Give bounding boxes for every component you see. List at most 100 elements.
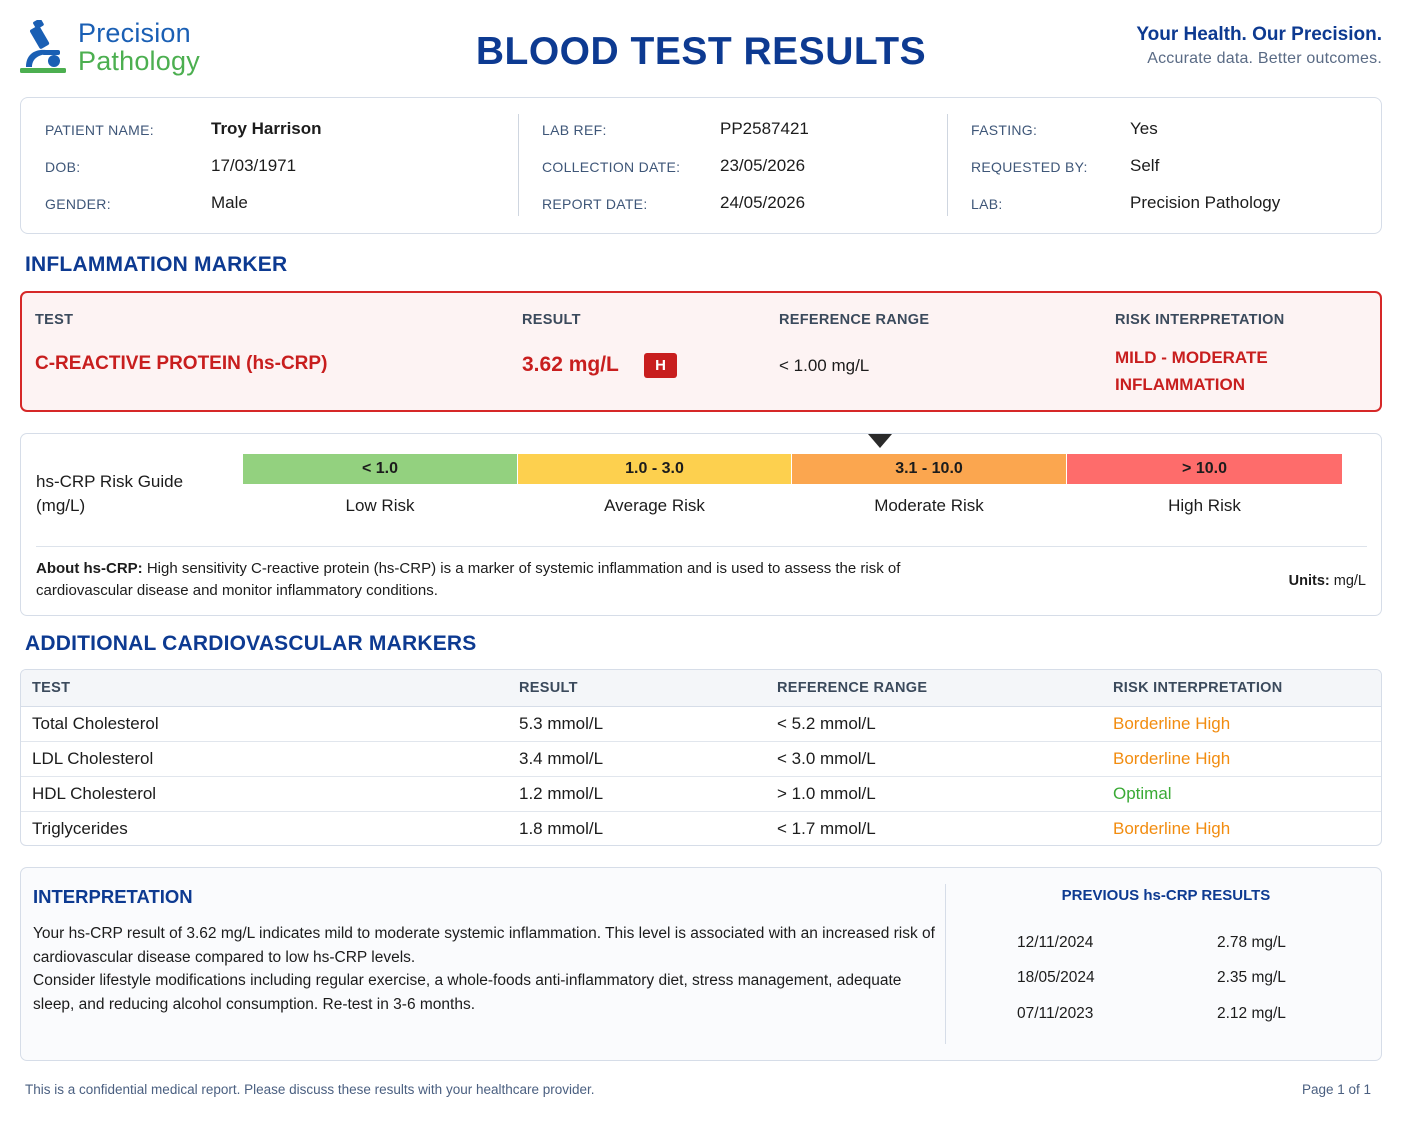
col-header-reference: REFERENCE RANGE [779,312,930,328]
risk-segment-high: > 10.0 [1067,454,1342,484]
col-header-reference: REFERENCE RANGE [777,680,928,696]
requested-by-label: REQUESTED BY: [971,159,1088,175]
risk-segment-label-average: Average Risk [604,496,705,515]
cell-reference: < 3.0 mmol/L [777,749,876,768]
crp-result-value: 3.62 mg/L [522,353,619,376]
previous-result-date: 12/11/2024 [1017,934,1094,951]
col-header-test: TEST [32,680,71,696]
crp-reference-range: < 1.00 mg/L [779,356,870,375]
inflammation-section-title: INFLAMMATION MARKER [25,253,288,276]
brand-name-line1: Precision [78,18,191,48]
cell-result: 1.2 mmol/L [519,784,604,803]
tagline-main: Your Health. Our Precision. [1136,24,1382,45]
risk-segment-average: 1.0 - 3.0 [518,454,791,484]
previous-result-value: 2.35 mg/L [1217,969,1286,986]
column-divider [945,884,946,1044]
collection-date-value: 23/05/2026 [720,156,806,175]
cell-risk: Optimal [1113,784,1172,803]
column-divider [518,114,519,216]
interpretation-paragraph: Your hs-CRP result of 3.62 mg/L indicate… [33,925,935,966]
fasting-label: FASTING: [971,122,1038,138]
cardio-section-title: ADDITIONAL CARDIOVASCULAR MARKERS [25,632,477,655]
high-flag-badge: H [644,353,677,378]
report-title: BLOOD TEST RESULTS [475,30,927,73]
col-header-risk: RISK INTERPRETATION [1115,312,1285,328]
col-header-result: RESULT [522,312,581,328]
about-hs-crp-heading: About hs-CRP: [36,560,143,577]
cell-risk: Borderline High [1113,749,1231,768]
cell-test: Triglycerides [32,819,128,838]
previous-result-value: 2.78 mg/L [1217,934,1286,951]
microscope-icon [20,20,66,73]
tagline-sub: Accurate data. Better outcomes. [1147,50,1382,67]
risk-segment-low: < 1.0 [243,454,517,484]
cell-risk: Borderline High [1113,819,1231,838]
col-header-risk: RISK INTERPRETATION [1113,680,1283,696]
crp-risk-interpretation: MILD - MODERATE INFLAMMATION [1115,344,1355,398]
risk-guide-label-line2: (mg/L) [36,496,86,515]
collection-date-label: COLLECTION DATE: [542,159,681,175]
crp-risk-guide-panel: hs-CRP Risk Guide (mg/L) < 1.0 1.0 - 3.0… [20,433,1382,616]
report-date-label: REPORT DATE: [542,196,648,212]
about-hs-crp-text: About hs-CRP: High sensitivity C-reactiv… [36,558,966,602]
lab-ref-value: PP2587421 [720,119,809,138]
cell-reference: < 5.2 mmol/L [777,714,876,733]
risk-segment-label-low: Low Risk [345,496,415,515]
units-label: Units: [1288,573,1330,589]
gender-label: GENDER: [45,196,111,212]
cell-test: LDL Cholesterol [32,749,154,768]
brand-logo: Precision Pathology [20,18,220,80]
patient-info-panel: PATIENT NAME: Troy Harrison DOB: 17/03/1… [20,97,1382,234]
patient-name-label: PATIENT NAME: [45,122,154,138]
interpretation-title: INTERPRETATION [33,886,193,907]
divider [36,546,1367,547]
table-row: Total Cholesterol 5.3 mmol/L < 5.2 mmol/… [21,707,1381,742]
risk-guide-label: hs-CRP Risk Guide (mg/L) [36,470,206,518]
risk-segment-moderate: 3.1 - 10.0 [792,454,1066,484]
dob-label: DOB: [45,159,81,175]
crp-result-panel: TEST RESULT REFERENCE RANGE RISK INTERPR… [20,291,1382,412]
cell-reference: < 1.7 mmol/L [777,819,876,838]
interpretation-panel: INTERPRETATION Your hs-CRP result of 3.6… [20,867,1382,1061]
risk-segment-label-high: High Risk [1168,496,1241,515]
cell-result: 3.4 mmol/L [519,749,604,768]
cell-reference: > 1.0 mmol/L [777,784,876,803]
previous-result-value: 2.12 mg/L [1217,1005,1286,1022]
previous-results-title: PREVIOUS hs-CRP RESULTS [1061,887,1271,904]
cell-result: 1.8 mmol/L [519,819,604,838]
interpretation-text: Your hs-CRP result of 3.62 mg/L indicate… [33,922,938,1016]
fasting-value: Yes [1130,119,1158,138]
table-header-row: TEST RESULT REFERENCE RANGE RISK INTERPR… [21,670,1381,707]
crp-test-name: C-REACTIVE PROTEIN (hs-CRP) [35,353,328,374]
brand-name-line2: Pathology [78,46,200,76]
table-row: HDL Cholesterol 1.2 mmol/L > 1.0 mmol/L … [21,777,1381,812]
interpretation-paragraph: Consider lifestyle modifications includi… [33,972,902,1013]
previous-result-date: 18/05/2024 [1017,969,1095,986]
units-value: mg/L [1329,573,1366,589]
cell-risk: Borderline High [1113,714,1231,733]
page-number: Page 1 of 1 [1301,1082,1371,1097]
brand-tagline: Your Health. Our Precision. Accurate dat… [1136,24,1382,68]
crp-risk-line2: INFLAMMATION [1115,375,1245,394]
cardio-markers-table: TEST RESULT REFERENCE RANGE RISK INTERPR… [20,669,1382,846]
about-hs-crp-body: High sensitivity C-reactive protein (hs-… [36,560,901,599]
report-date-value: 24/05/2026 [720,193,806,212]
report-header: Precision Pathology BLOOD TEST RESULTS Y… [0,0,1402,95]
dob-value: 17/03/1971 [211,156,297,175]
table-row: LDL Cholesterol 3.4 mmol/L < 3.0 mmol/L … [21,742,1381,777]
risk-guide-label-line1: hs-CRP Risk Guide [36,472,184,491]
lab-value: Precision Pathology [1130,193,1281,212]
patient-name-value: Troy Harrison [211,119,322,138]
lab-ref-label: LAB REF: [542,122,607,138]
cell-result: 5.3 mmol/L [519,714,604,733]
table-row: Triglycerides 1.8 mmol/L < 1.7 mmol/L Bo… [21,812,1381,845]
cell-test: HDL Cholesterol [32,784,157,803]
requested-by-value: Self [1130,156,1160,175]
current-value-marker-icon [868,434,892,448]
risk-segment-label-moderate: Moderate Risk [874,496,984,515]
previous-result-date: 07/11/2023 [1017,1005,1094,1022]
cell-test: Total Cholesterol [32,714,159,733]
col-header-result: RESULT [519,680,578,696]
lab-label: LAB: [971,196,1003,212]
crp-risk-line1: MILD - MODERATE [1115,348,1268,367]
